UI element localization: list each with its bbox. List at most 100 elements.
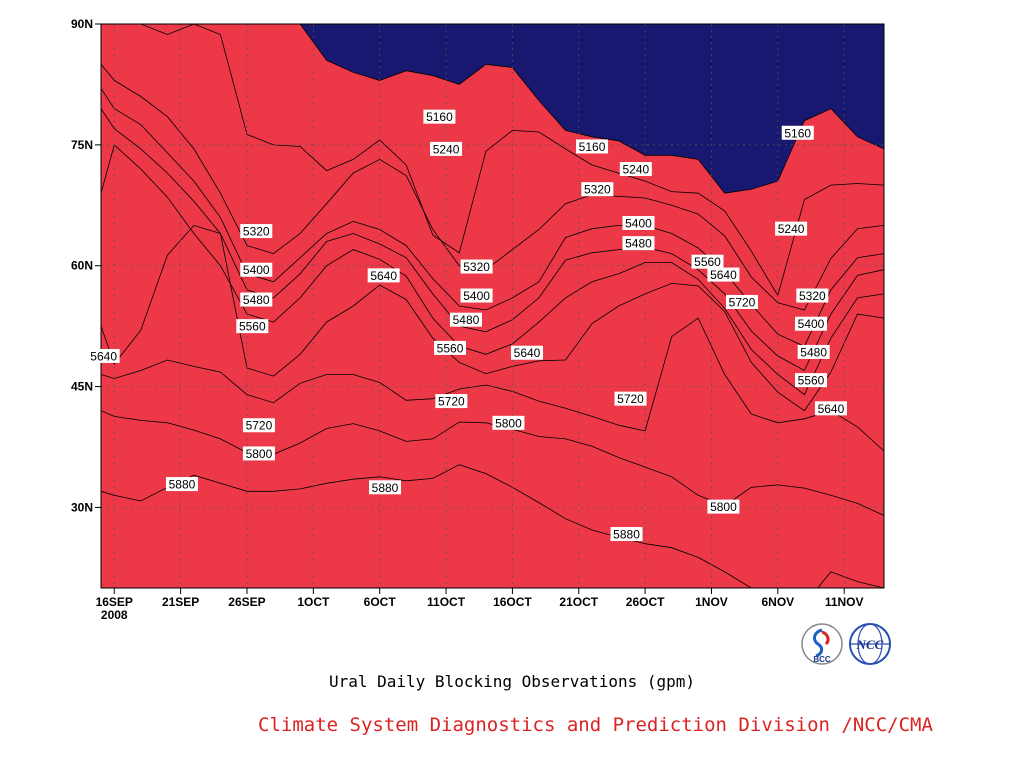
x-tick-label: 26OCT (626, 595, 665, 609)
x-axis: 16SEP 21SEP 26SEP 1OCT 6OCT 11OCT 16OCT 21OCT 26… (96, 588, 864, 622)
contour-line-5240 (101, 24, 884, 297)
contour-label-box (367, 268, 400, 283)
contour-label: 5640 (710, 268, 737, 282)
contour-label: 5720 (617, 392, 644, 406)
contour-label: 5400 (243, 263, 270, 277)
contour-label-box (460, 259, 493, 274)
contour-label-box (581, 182, 614, 197)
contour-label: 5560 (239, 320, 266, 334)
contour-label-box (622, 216, 655, 231)
contour-line-5560 (101, 144, 884, 396)
y-tick-label: 60N (71, 259, 93, 273)
svg-text:BCC: BCC (813, 655, 831, 664)
contour-label: 5480 (243, 293, 270, 307)
contour-label-box (795, 373, 828, 388)
plot-frame (100, 23, 885, 589)
contour-label-box (435, 394, 468, 409)
x-tick-label: 16SEP (96, 595, 133, 609)
contour-label-box (707, 499, 740, 514)
y-tick-label: 90N (71, 17, 93, 31)
x-tick-label: 21SEP (162, 595, 199, 609)
contour-label-box (449, 312, 482, 327)
contour-line-5800 (101, 410, 884, 516)
contour-label-box (576, 139, 609, 154)
contour-label: 5400 (463, 289, 490, 303)
contour-label: 5800 (710, 500, 737, 514)
contour-label: 5240 (622, 163, 649, 177)
contour-label: 5320 (243, 225, 270, 239)
y-tick-label: 30N (71, 500, 93, 514)
contour-label-box (369, 480, 402, 495)
contour-line-5480 (101, 108, 884, 372)
contour-fills (101, 24, 884, 588)
contour-label: 5480 (800, 345, 827, 359)
contour-label-box (240, 224, 273, 239)
contour-label: 5800 (246, 447, 273, 461)
svg-text:NCC: NCC (856, 637, 884, 652)
contour-label: 5720 (438, 395, 465, 409)
contour-label-box (610, 527, 643, 542)
contour-label-box (242, 418, 275, 433)
ncc-logo: NCC (846, 622, 891, 666)
contour-label-box (236, 319, 269, 334)
contour-label-box (725, 294, 758, 309)
contour-label-box (781, 125, 814, 140)
contour-label: 5480 (453, 313, 480, 327)
contour-label-box (511, 345, 544, 360)
chart-title: Ural Daily Blocking Observations (gpm) (328, 672, 696, 691)
contour-label-box (796, 288, 829, 303)
contour-label: 5320 (584, 183, 611, 197)
contour-label-box (492, 415, 525, 430)
contour-label-box (165, 477, 198, 492)
x-tick-label: 16OCT (493, 595, 532, 609)
contour-label: 5560 (798, 374, 825, 388)
contour-line-5720 (101, 317, 884, 452)
contour-line-5160 (299, 24, 884, 194)
contour-label: 5640 (370, 269, 397, 283)
contour-label: 5640 (90, 349, 117, 363)
contour-label: 5400 (625, 217, 652, 231)
x-tick-label: 1NOV (695, 595, 728, 609)
contour-label: 5160 (784, 126, 811, 140)
contour-label-box (797, 344, 830, 359)
contour-label: 5560 (437, 341, 464, 355)
contour-label-box (240, 262, 273, 277)
contour-label-box (619, 162, 652, 177)
x-tick-label: 6NOV (761, 595, 794, 609)
contour-label: 5880 (613, 528, 640, 542)
contour-label-box (242, 446, 275, 461)
contour-label-box (614, 391, 647, 406)
y-tick-label: 45N (71, 380, 93, 394)
contour-label: 5880 (372, 481, 399, 495)
contour-label: 5320 (799, 289, 826, 303)
contour-label-box (622, 236, 655, 251)
contour-labels: 5160 5240 5160 5240 5320 5160 5240 5320 5320 5400… (87, 109, 847, 542)
contour-label: 5240 (778, 222, 805, 236)
y-axis: 30N 45N 60N 75N 90N (71, 17, 101, 514)
contour-label: 5400 (798, 317, 825, 331)
x-tick-label: 26SEP (228, 595, 265, 609)
x-tick-label: 6OCT (364, 595, 397, 609)
grid-lines (101, 24, 884, 588)
contour-label-box (423, 109, 456, 124)
contour-label: 5800 (495, 416, 522, 430)
contour-label: 5160 (426, 110, 453, 124)
y-tick-label: 75N (71, 138, 93, 152)
contour-label: 5320 (463, 260, 490, 274)
contour-label: 5480 (625, 237, 652, 251)
contour-label-box (430, 141, 463, 156)
contour-label-box (691, 254, 724, 269)
contour-label: 5720 (246, 419, 273, 433)
contour-label: 5160 (579, 140, 606, 154)
contour-label-box (795, 316, 828, 331)
contour-label: 5640 (514, 346, 541, 360)
contour-label: 5640 (818, 402, 845, 416)
x-tick-label: 11OCT (427, 595, 466, 609)
contour-label-box (707, 267, 740, 282)
contour-label-box (775, 221, 808, 236)
contour-label-box (814, 401, 847, 416)
contour-label: 5240 (433, 142, 460, 156)
x-year-label: 2008 (101, 608, 128, 622)
contour-label-box (240, 292, 273, 307)
